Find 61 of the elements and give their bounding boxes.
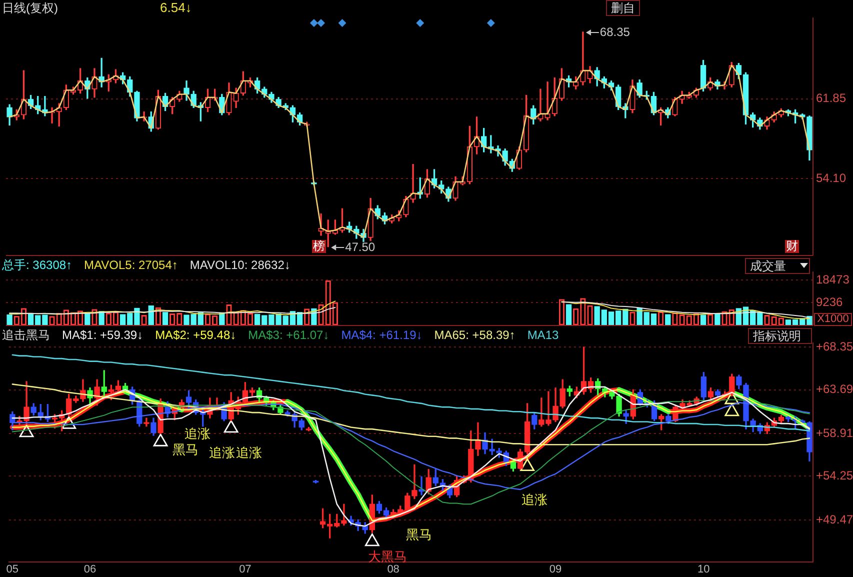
dropdown-button: 成交量	[745, 258, 810, 274]
text: 总手: 36308↑	[2, 258, 72, 272]
point	[364, 533, 380, 546]
y-tick-label: 54.10	[816, 171, 846, 186]
annotation: 榜	[312, 239, 326, 253]
text: MAVOL5: 27054↑	[84, 258, 178, 272]
chart-title: 日线(复权)	[2, 1, 58, 15]
point	[19, 424, 34, 438]
annotation: 黑马	[406, 527, 432, 542]
text: MA65: +58.39↑	[434, 328, 516, 342]
annotation: 47.50	[345, 240, 376, 254]
y-axis-title: X1000	[814, 313, 852, 326]
annotation: 68.35	[600, 24, 630, 39]
point	[153, 434, 168, 446]
annotation: 黑马	[172, 442, 199, 457]
y-tick-label: 9236	[816, 294, 844, 309]
text: MA13	[527, 328, 559, 342]
bar	[566, 304, 572, 325]
point	[224, 420, 238, 433]
candlestick	[410, 164, 416, 203]
bar	[148, 305, 154, 325]
y-tick-label: 18473	[816, 272, 850, 286]
text: MA$2: +59.48↓	[155, 328, 236, 342]
candlestick	[580, 32, 586, 86]
y-tick-label: +54.25	[816, 468, 853, 483]
bar	[162, 312, 168, 325]
annotation: 追涨	[521, 492, 548, 507]
bar	[700, 314, 706, 325]
bar	[714, 313, 720, 325]
x-tick-label: 08	[387, 563, 400, 576]
y-tick-label: +63.69	[816, 382, 853, 396]
text: 6.54↓	[160, 0, 192, 15]
x-tick-label: 05	[6, 563, 19, 576]
bar	[84, 313, 90, 325]
text: MAVOL10: 28632↓	[190, 258, 290, 272]
candlestick	[544, 82, 550, 120]
x-tick-label: 07	[239, 563, 252, 576]
chart-title: 追击黑马	[2, 328, 50, 342]
point	[520, 458, 535, 472]
y-tick-label: +58.91	[816, 426, 853, 440]
text: MA$4: +61.19↓	[341, 328, 422, 342]
bar	[6, 314, 12, 325]
annotation: 追涨	[236, 445, 262, 460]
candlestick	[144, 418, 150, 427]
x-tick-label: 06	[84, 563, 96, 576]
button: 指标说明	[748, 328, 812, 344]
y-tick-label: +68.35	[816, 339, 853, 354]
button: 删自	[606, 0, 640, 16]
annotation: 追涨	[209, 445, 236, 460]
y-tick-label: +49.47	[816, 512, 853, 526]
point	[62, 416, 76, 429]
annotation: 财	[785, 239, 799, 253]
text: MA$1: +59.39↓	[62, 328, 144, 342]
point	[724, 403, 740, 416]
x-tick-label: 10	[698, 563, 710, 576]
x-tick-label: 09	[549, 563, 562, 576]
text: MA$3: +61.07↓	[248, 328, 330, 342]
bar	[665, 314, 671, 325]
annotation: 追涨	[184, 426, 211, 441]
y-tick-label: 61.85	[816, 91, 846, 106]
annotation: 大黑马	[368, 549, 408, 564]
